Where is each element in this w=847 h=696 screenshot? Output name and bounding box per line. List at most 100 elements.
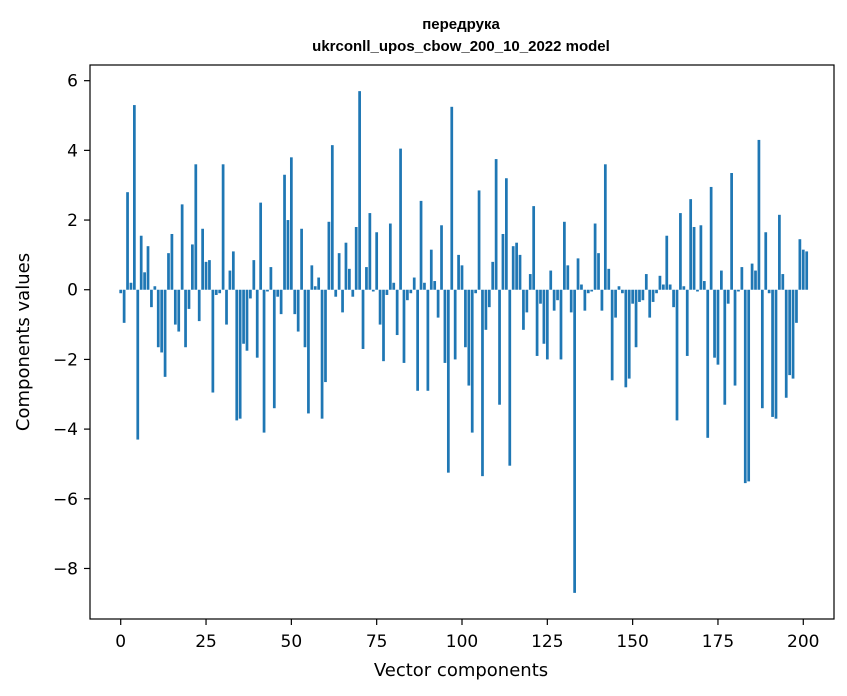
bar-60	[324, 289, 327, 383]
bar-104	[474, 289, 478, 294]
bar-53	[300, 228, 303, 290]
x-tick-label: 200	[787, 632, 819, 652]
bar-123	[539, 289, 542, 304]
bar-57	[313, 286, 317, 290]
bar-9	[150, 289, 153, 308]
bar-128	[556, 289, 559, 301]
bar-75	[375, 232, 379, 290]
bar-102	[467, 289, 471, 386]
y-tick-label: −6	[53, 490, 78, 510]
bar-56	[310, 265, 314, 290]
bar-170	[699, 225, 703, 290]
bar-38	[249, 289, 252, 299]
bar-45	[272, 289, 276, 409]
bar-188	[760, 289, 764, 409]
bar-10	[153, 286, 157, 290]
x-tick-label: 0	[115, 632, 126, 652]
chart-subtitle: ukrconll_upos_cbow_200_10_2022 model	[312, 38, 610, 55]
bar-165	[682, 286, 686, 290]
bar-149	[627, 289, 631, 379]
bar-98	[453, 289, 457, 360]
bar-157	[655, 289, 658, 294]
bar-73	[368, 213, 372, 290]
bar-50	[289, 157, 293, 290]
plot-frame	[89, 64, 835, 620]
bar-182	[740, 267, 744, 290]
bar-147	[621, 289, 624, 294]
bar-136	[583, 289, 587, 311]
x-tick-label: 25	[195, 632, 217, 652]
bar-181	[737, 289, 740, 292]
bar-8	[146, 246, 150, 290]
bar-90	[426, 289, 430, 391]
bar-153	[641, 289, 645, 301]
bar-164	[679, 213, 682, 290]
bar-0	[119, 289, 123, 294]
bar-21	[191, 244, 194, 290]
bar-132	[569, 289, 573, 313]
bar-72	[365, 267, 368, 290]
bar-150	[631, 289, 635, 304]
bar-169	[696, 289, 699, 292]
bar-105	[477, 190, 481, 290]
bar-19	[184, 289, 187, 348]
bar-113	[505, 178, 508, 290]
bar-152	[638, 289, 641, 302]
bar-42	[262, 289, 266, 433]
bar-99	[457, 254, 460, 290]
bar-13	[163, 289, 167, 377]
bar-106	[481, 289, 484, 477]
bar-187	[757, 139, 761, 290]
bar-190	[767, 289, 771, 294]
bar-49	[286, 220, 290, 290]
bar-71	[361, 289, 365, 349]
chart-title: передрука	[422, 16, 500, 33]
bar-51	[293, 289, 297, 315]
bar-2	[126, 192, 129, 290]
bar-58	[317, 277, 321, 290]
bar-171	[702, 281, 706, 290]
bar-92	[433, 281, 437, 290]
bar-179	[730, 173, 733, 290]
bar-84	[406, 289, 409, 301]
bar-122	[535, 289, 539, 356]
bar-163	[675, 289, 679, 421]
bar-184	[747, 289, 751, 482]
bar-137	[586, 289, 590, 294]
bar-70	[358, 91, 361, 290]
bar-201	[805, 251, 809, 290]
bar-175	[716, 289, 720, 365]
bar-47	[279, 289, 283, 315]
bar-18	[180, 204, 184, 290]
bar-31	[225, 289, 228, 325]
bar-88	[419, 200, 423, 290]
bar-15	[170, 233, 174, 290]
bar-52	[296, 289, 300, 332]
bar-117	[518, 254, 522, 290]
bar-197	[791, 289, 795, 379]
bar-55	[307, 289, 310, 414]
bar-20	[187, 289, 191, 309]
bar-174	[713, 289, 716, 358]
bar-7	[143, 272, 146, 290]
bar-79	[388, 223, 392, 290]
x-tick-label: 175	[702, 632, 734, 652]
bar-81	[395, 289, 399, 336]
bar-34	[235, 289, 239, 421]
bar-68	[351, 289, 355, 297]
bar-144	[610, 289, 614, 381]
bar-173	[709, 186, 713, 290]
bar-89	[423, 282, 426, 290]
bar-118	[522, 289, 525, 330]
bar-130	[563, 221, 566, 290]
bar-61	[327, 221, 331, 290]
bar-180	[733, 289, 737, 386]
bar-77	[382, 289, 385, 362]
bar-3	[129, 282, 133, 290]
x-tick-label: 50	[281, 632, 303, 652]
bar-167	[689, 199, 693, 290]
bar-85	[409, 289, 413, 294]
bar-168	[692, 227, 696, 290]
bar-62	[330, 145, 334, 290]
